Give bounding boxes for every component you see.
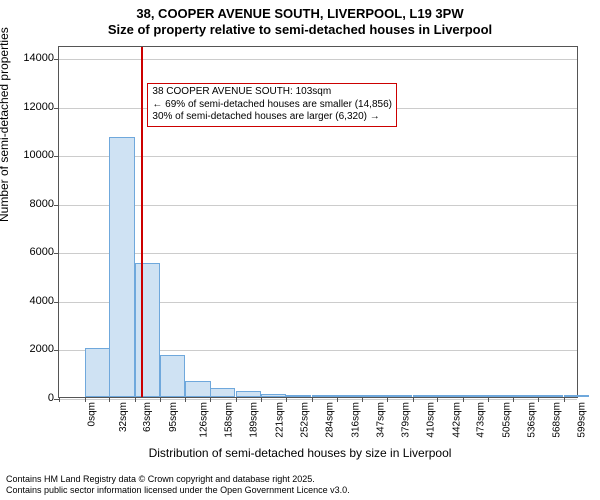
title-line-1: 38, COOPER AVENUE SOUTH, LIVERPOOL, L19 …: [0, 6, 600, 22]
grid-line: [59, 59, 577, 60]
xtick-mark: [337, 397, 338, 402]
annotation-line: 30% of semi-detached houses are larger (…: [152, 111, 392, 124]
histogram-bar: [210, 388, 235, 397]
xtick-label: 189sqm: [249, 402, 260, 438]
ytick-label: 0: [6, 392, 54, 404]
xtick-label: 568sqm: [552, 402, 563, 438]
ytick-mark: [54, 253, 59, 254]
xtick-mark: [312, 397, 313, 402]
xtick-mark: [286, 397, 287, 402]
ytick-label: 8000: [6, 198, 54, 210]
histogram-bar: [538, 395, 563, 397]
xtick-mark: [538, 397, 539, 402]
xtick-label: 32sqm: [118, 402, 129, 432]
ytick-mark: [54, 108, 59, 109]
histogram-bar: [185, 381, 210, 397]
xtick-mark: [236, 397, 237, 402]
xtick-label: 63sqm: [142, 402, 153, 432]
histogram-bar: [135, 263, 160, 397]
xtick-label: 505sqm: [502, 402, 513, 438]
xtick-mark: [362, 397, 363, 402]
xtick-mark: [85, 397, 86, 402]
grid-line: [59, 205, 577, 206]
xtick-label: 410sqm: [426, 402, 437, 438]
histogram-bar: [437, 395, 462, 397]
xtick-label: 0sqm: [86, 402, 97, 426]
ytick-mark: [54, 302, 59, 303]
histogram-bar: [413, 395, 438, 397]
xtick-label: 221sqm: [274, 402, 285, 438]
xtick-label: 379sqm: [401, 402, 412, 438]
xtick-mark: [261, 397, 262, 402]
ytick-label: 4000: [6, 295, 54, 307]
ytick-label: 2000: [6, 343, 54, 355]
xtick-mark: [488, 397, 489, 402]
histogram-bar: [337, 395, 362, 397]
xtick-label: 284sqm: [325, 402, 336, 438]
xtick-label: 252sqm: [299, 402, 310, 438]
histogram-bar: [312, 395, 337, 397]
x-axis-label: Distribution of semi-detached houses by …: [0, 446, 600, 460]
histogram-bar: [85, 348, 110, 397]
xtick-label: 316sqm: [350, 402, 361, 438]
footer-line-2: Contains public sector information licen…: [6, 485, 350, 496]
xtick-mark: [210, 397, 211, 402]
marker-annotation: 38 COOPER AVENUE SOUTH: 103sqm← 69% of s…: [147, 83, 397, 127]
chart-title: 38, COOPER AVENUE SOUTH, LIVERPOOL, L19 …: [0, 0, 600, 39]
xtick-mark: [463, 397, 464, 402]
ytick-mark: [54, 350, 59, 351]
xtick-mark: [109, 397, 110, 402]
ytick-mark: [54, 205, 59, 206]
xtick-mark: [564, 397, 565, 402]
property-marker-line: [141, 47, 143, 397]
ytick-label: 14000: [6, 52, 54, 64]
histogram-bar: [362, 395, 387, 397]
xtick-label: 442sqm: [451, 402, 462, 438]
chart-plot-area: 38 COOPER AVENUE SOUTH: 103sqm← 69% of s…: [58, 46, 578, 398]
xtick-mark: [513, 397, 514, 402]
grid-line: [59, 156, 577, 157]
ytick-mark: [54, 59, 59, 60]
xtick-mark: [59, 397, 60, 402]
xtick-label: 158sqm: [224, 402, 235, 438]
histogram-bar: [463, 395, 488, 397]
histogram-bar: [387, 395, 412, 397]
xtick-label: 95sqm: [168, 402, 179, 432]
histogram-bar: [488, 395, 513, 397]
histogram-bar: [564, 395, 589, 397]
footer-line-1: Contains HM Land Registry data © Crown c…: [6, 474, 350, 485]
xtick-mark: [437, 397, 438, 402]
grid-line: [59, 399, 577, 400]
xtick-mark: [185, 397, 186, 402]
annotation-line: 38 COOPER AVENUE SOUTH: 103sqm: [152, 86, 392, 99]
xtick-label: 126sqm: [198, 402, 209, 438]
xtick-mark: [413, 397, 414, 402]
ytick-label: 6000: [6, 246, 54, 258]
xtick-mark: [135, 397, 136, 402]
xtick-label: 599sqm: [577, 402, 588, 438]
xtick-mark: [387, 397, 388, 402]
histogram-bar: [109, 137, 134, 397]
histogram-bar: [261, 394, 286, 397]
histogram-bar: [236, 391, 261, 397]
histogram-bar: [513, 395, 538, 397]
xtick-label: 347sqm: [375, 402, 386, 438]
histogram-bar: [160, 355, 185, 397]
ytick-label: 12000: [6, 101, 54, 113]
xtick-label: 473sqm: [476, 402, 487, 438]
histogram-bar: [286, 395, 311, 397]
ytick-mark: [54, 156, 59, 157]
grid-line: [59, 253, 577, 254]
xtick-mark: [160, 397, 161, 402]
title-line-2: Size of property relative to semi-detach…: [0, 22, 600, 38]
footer-attribution: Contains HM Land Registry data © Crown c…: [6, 474, 350, 496]
xtick-label: 536sqm: [526, 402, 537, 438]
annotation-line: ← 69% of semi-detached houses are smalle…: [152, 99, 392, 112]
ytick-label: 10000: [6, 149, 54, 161]
